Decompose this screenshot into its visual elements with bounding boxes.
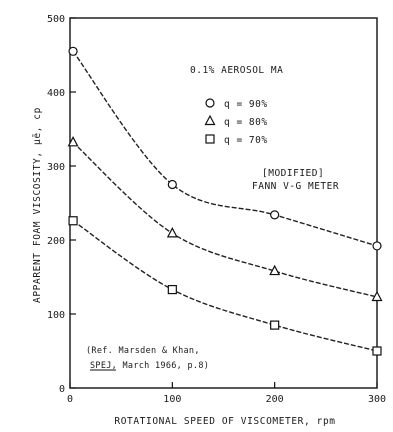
legend-marker-triangle	[204, 114, 216, 126]
data-point-circle	[372, 241, 382, 251]
x-axis-label: ROTATIONAL SPEED OF VISCOMETER, rpm	[114, 416, 335, 427]
legend-entry: q = 80%	[224, 117, 268, 128]
axis-ticks: 0 100 200 300 400 500 0 100 200 300	[47, 14, 386, 405]
series-curves	[72, 50, 378, 352]
legend-marker-circle	[205, 98, 215, 108]
data-point-triangle	[67, 136, 79, 147]
y-axis-label: APPARENT FOAM VISCOSITY, μē, cp	[32, 107, 43, 303]
reference-annotation-line1: (Ref. Marsden & Khan,	[86, 346, 200, 356]
data-point-triangle	[371, 290, 383, 302]
y-tick-label: 100	[47, 310, 65, 321]
x-tick-label: 300	[368, 394, 386, 405]
surfactant-annotation: 0.1% AEROSOL MA	[190, 65, 283, 76]
y-tick-label: 0	[59, 384, 65, 395]
series-line-circle	[72, 50, 378, 247]
legend: q = 90% q = 80% q = 70%	[204, 98, 268, 146]
data-point-circle	[167, 179, 177, 190]
x-tick-label: 100	[163, 394, 181, 405]
series-markers	[67, 46, 383, 356]
instrument-annotation-line2: FANN V-G METER	[252, 181, 339, 192]
y-tick-label: 200	[47, 236, 65, 247]
x-tick-label: 0	[67, 394, 73, 405]
y-tick-label: 500	[47, 14, 65, 25]
reference-annotation-line2: SPEJ, March 1966, p.8)	[90, 361, 209, 371]
legend-entry: q = 70%	[224, 135, 268, 146]
x-tick-label: 200	[266, 394, 284, 405]
y-tick-label: 400	[47, 88, 65, 99]
data-point-square	[68, 216, 78, 226]
y-tick-label: 300	[47, 162, 65, 173]
data-point-square	[372, 346, 382, 356]
data-point-circle	[270, 210, 280, 220]
data-point-square	[270, 320, 280, 330]
instrument-annotation-line1: [MODIFIED]	[262, 168, 324, 179]
legend-entry: q = 90%	[224, 99, 268, 110]
legend-marker-square	[205, 134, 215, 144]
data-point-triangle	[166, 227, 178, 238]
series-line-square	[72, 220, 378, 352]
data-point-circle	[68, 46, 78, 56]
series-line-triangle	[72, 141, 378, 298]
data-point-square	[167, 284, 177, 295]
plot-frame	[69, 17, 378, 389]
data-point-triangle	[269, 264, 281, 276]
